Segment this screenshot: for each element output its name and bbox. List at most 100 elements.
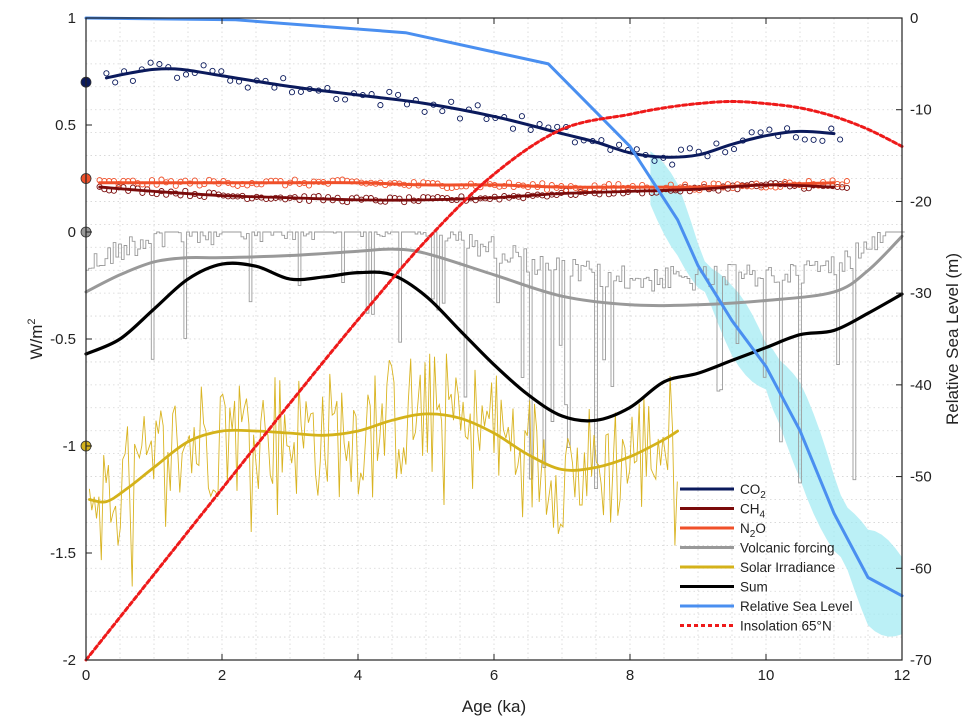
series-lines	[84, 16, 904, 662]
co2-scatter-point	[748, 129, 755, 136]
sea-level-uncertainty-band	[650, 151, 902, 637]
y-tick-label-right: -70	[910, 652, 932, 669]
co2-scatter-point	[819, 137, 826, 144]
co2-scatter-point	[421, 108, 428, 115]
n2o-scatter-point	[843, 178, 850, 185]
legend-label-solar: Solar Irradiance	[740, 560, 835, 575]
legend-label-sub: 4	[760, 510, 766, 521]
co2-scatter-point	[828, 125, 835, 132]
legend-label-tail: O	[755, 521, 766, 536]
co2-scatter-point	[182, 71, 190, 78]
volcanic-line	[84, 234, 904, 308]
ch4-scatter-point	[839, 184, 846, 191]
y-tick-label-right: -50	[910, 469, 932, 486]
n2o-scatter-point	[839, 181, 846, 188]
co2-scatter-point	[509, 125, 517, 132]
co2-scatter-point	[156, 61, 163, 68]
co2-scatter-point	[483, 115, 490, 123]
x-axis-label: Age (ka)	[462, 697, 526, 716]
sea-level-band	[650, 151, 902, 637]
co2-scatter-point	[766, 126, 773, 133]
co2-scatter-point	[448, 98, 455, 105]
co2-scatter-point	[677, 146, 685, 153]
y-tick-label-left: 0.5	[55, 117, 76, 134]
co2-scatter-point	[333, 95, 340, 103]
ch4-scatter-point	[843, 184, 850, 191]
co2-scatter-point	[669, 161, 676, 168]
co2-scatter-point	[280, 75, 287, 82]
x-tick-label: 0	[82, 667, 90, 684]
x-tick-label: 2	[218, 667, 226, 684]
co2-scatter-point	[633, 146, 640, 153]
legend-label-sub: 2	[750, 529, 756, 540]
co2-scatter-point	[244, 84, 251, 91]
co2-scatter-point	[571, 139, 578, 146]
co2-line	[104, 67, 836, 159]
legend-label-sea-level: Relative Sea Level	[740, 599, 853, 614]
co2-scatter-point	[474, 102, 481, 109]
legend-label-volcanic: Volcanic forcing	[740, 541, 835, 556]
legend-label-base: N	[740, 521, 750, 536]
x-tick-label: 4	[354, 667, 362, 684]
legend-label-n2o: N2O	[740, 521, 766, 540]
co2-scatter-point	[386, 88, 393, 95]
co2-scatter-point	[792, 134, 799, 141]
co2-scatter-point	[784, 125, 791, 132]
co2-scatter-point	[757, 129, 764, 136]
y-axis-label-left: W/m2	[26, 318, 46, 359]
y-tick-label-right: -40	[910, 377, 932, 394]
legend-label-sub: 2	[760, 490, 766, 501]
co2-scatter-point	[147, 59, 154, 66]
axis-ticks: 0 2 4 6 8 10 1210.50-0.5-1-1.5-20-10-20-30-40-…	[50, 10, 932, 684]
co2-scatter-point	[288, 89, 296, 96]
x-tick-label: 6	[490, 667, 498, 684]
co2-scatter-point	[713, 140, 720, 147]
co2-scatter-point	[651, 157, 658, 164]
y-tick-label-right: 0	[910, 10, 918, 27]
co2-scatter-point	[129, 77, 136, 84]
y-tick-label-right: -20	[910, 193, 932, 210]
co2-scatter-point	[103, 70, 110, 77]
y-label-left-base: W/m	[27, 325, 46, 360]
y-label-left-sup: 2	[26, 318, 38, 324]
x-tick-label: 12	[894, 667, 911, 684]
legend-label-base: CH	[740, 502, 760, 517]
co2-scatter-point	[174, 74, 181, 81]
co2-scatter-point	[200, 62, 207, 69]
co2-scatter-point	[439, 108, 446, 115]
y-tick-label-left: -2	[63, 652, 76, 669]
co2-scatter-point	[518, 113, 525, 120]
x-tick-label: 8	[626, 667, 634, 684]
legend-label-insolation: Insolation 65°N	[740, 619, 832, 634]
y-tick-label-right: -10	[910, 102, 932, 119]
co2-scatter-point	[342, 96, 349, 103]
co2-scatter-point	[218, 68, 225, 75]
legend-label-sum: Sum	[740, 580, 768, 595]
volcanic-raw-trace	[86, 231, 905, 490]
co2-scatter-point	[810, 136, 817, 143]
y-tick-label-right: -60	[910, 560, 932, 577]
y-tick-label-right: -30	[910, 285, 932, 302]
co2-scatter-point	[554, 123, 561, 130]
solar-line	[88, 412, 679, 504]
co2-scatter-point	[686, 145, 693, 152]
co2-scatter-point	[456, 115, 464, 122]
co2-scatter-point	[801, 136, 808, 143]
co2-scatter-point	[730, 146, 738, 153]
co2-scatter-point	[377, 102, 384, 109]
co2-scatter-point	[616, 141, 623, 148]
legend-label-co2: CO2	[740, 482, 766, 501]
sea-level-line	[84, 16, 904, 598]
co2-scatter-point	[395, 91, 402, 98]
ch4-line	[98, 183, 836, 202]
legend-label-ch4: CH4	[740, 502, 766, 521]
n2o-line	[98, 181, 836, 189]
co2-scatter-point	[837, 136, 844, 143]
y-tick-label-left: -1.5	[50, 545, 76, 562]
sum-line	[84, 261, 904, 423]
y-tick-label-left: 0	[68, 224, 76, 241]
x-tick-label: 10	[758, 667, 775, 684]
co2-scatter-point	[112, 79, 119, 86]
